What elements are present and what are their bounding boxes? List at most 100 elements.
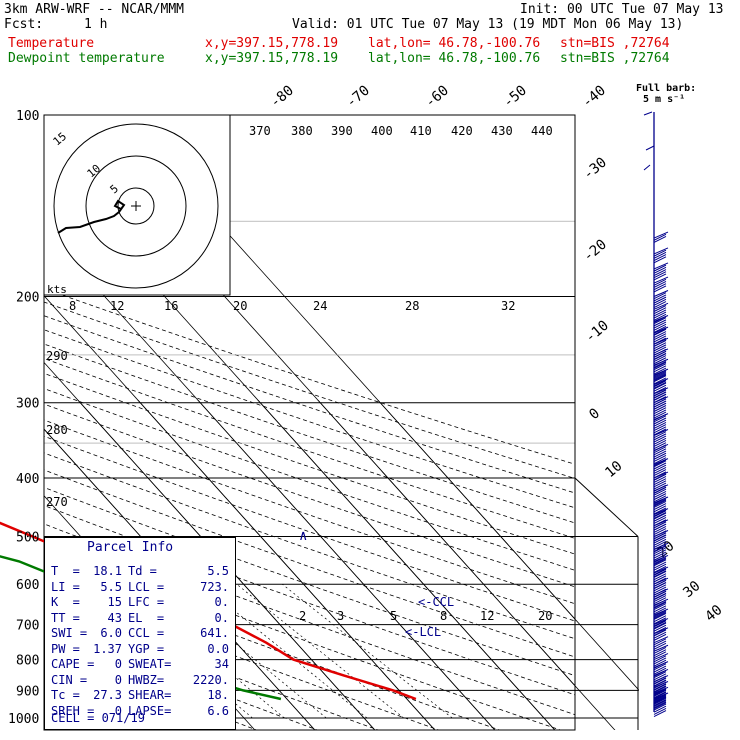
dry-adiabat [44,343,575,524]
wind-barb [653,458,669,466]
isotherm-label: -30 [580,155,610,184]
isotherm-label: 40 [702,602,725,625]
wind-barb [653,571,667,578]
wind-barb [653,695,667,703]
wind-barb [653,452,667,460]
wind-barb [653,617,667,625]
wind-barb [653,269,667,276]
wind-barb [653,665,667,673]
parcel-value-left: 43 [107,610,122,625]
dry-adiabat [44,582,440,730]
wind-barb [653,426,667,434]
parcel-label-right: Td = [128,564,157,578]
wind-barb [653,586,667,594]
wind-barb [653,675,669,682]
wind-barb [653,541,667,548]
wind-barb [653,651,667,659]
wind-barb [653,469,667,477]
wind-barb [653,363,667,371]
wind-barb [653,446,667,454]
parcel-label-left: Tc = [51,688,80,702]
wind-barb [653,595,667,602]
wind-barb [653,348,669,356]
wind-barb [653,521,667,529]
isotherm-ext [317,400,616,730]
wind-barb [653,378,669,386]
parcel-label-left: SREH = [51,703,95,718]
speed-tick-label: 8 [69,299,76,313]
wind-barb [653,503,667,511]
wind-barb [653,367,667,375]
speed-tick-label: 24 [313,299,327,313]
wind-barb [653,683,667,691]
wind-barb [653,702,667,710]
mixing-ratio-label: 8 [440,609,447,623]
wind-barb [653,350,667,358]
wind-barb [653,442,667,450]
wind-barb [653,411,667,419]
wind-barb [653,448,667,456]
speed-tick-label: 16 [164,299,178,313]
wind-barb [653,323,667,331]
wind-barb [653,536,667,544]
dry-adiabat [44,315,575,494]
wind-barb [653,380,667,388]
parcel-value-left: 5.5 [100,579,122,594]
isotherm-label: -60 [422,83,452,112]
pressure-label-800: 800 [16,654,39,669]
wind-barb [653,317,667,325]
wind-barb [653,611,667,619]
wind-barb [653,361,667,369]
parcel-value-right: 723. [200,579,229,594]
wind-barb [653,496,669,504]
wind-barb [653,679,667,687]
isotherm-ext [137,400,436,730]
wind-barb [653,677,667,685]
parcel-label-left: SWI = [51,626,88,640]
wind-barb [653,382,667,390]
wind-barb [653,294,667,302]
wind-barb [653,296,667,304]
parcel-value-right: 0. [214,610,229,625]
theta-label: 420 [451,124,473,138]
parcel-value-left: 1.37 [93,641,122,656]
parcel-value-right: 0. [214,595,229,609]
pressure-label-900: 900 [16,684,39,699]
wind-barb [653,610,667,618]
wind-barb [653,340,667,347]
wind-barb [653,264,667,272]
wind-barb [653,431,667,439]
wind-barb [653,313,667,321]
wind-barb [653,464,667,472]
wind-barb [653,557,667,565]
wind-barb [653,657,667,665]
parcel-value-left: 6.0 [100,626,122,640]
isotherm-label: -80 [267,83,297,112]
wind-barb [653,642,667,650]
wind-barb [653,701,667,709]
wind-barb [653,530,669,537]
wind-barb [653,405,667,412]
theta-label: 380 [291,124,313,138]
theta-label: 370 [249,124,271,138]
wind-barb [653,508,669,516]
wind-barb [653,692,669,700]
wind-barb [653,480,667,488]
parcel-label-right: CCL = [128,626,165,640]
wind-barb [653,551,667,559]
mixing-ratio-label: 12 [480,609,494,623]
wind-barb [653,254,667,262]
wind-barb [653,493,667,501]
wind-barb [653,309,667,317]
theta-side-label: 290 [46,349,68,363]
wind-barb [653,335,667,343]
wind-barb [653,355,667,363]
parcel-label-left: TT = [51,610,80,625]
mixing-ratio-label: 20 [538,609,552,623]
isotherm-ext [377,400,639,691]
wind-barb [653,659,667,667]
wind-barb [653,640,667,648]
wind-barb [653,618,669,626]
wind-barb [653,601,667,609]
wind-barb [653,400,667,408]
